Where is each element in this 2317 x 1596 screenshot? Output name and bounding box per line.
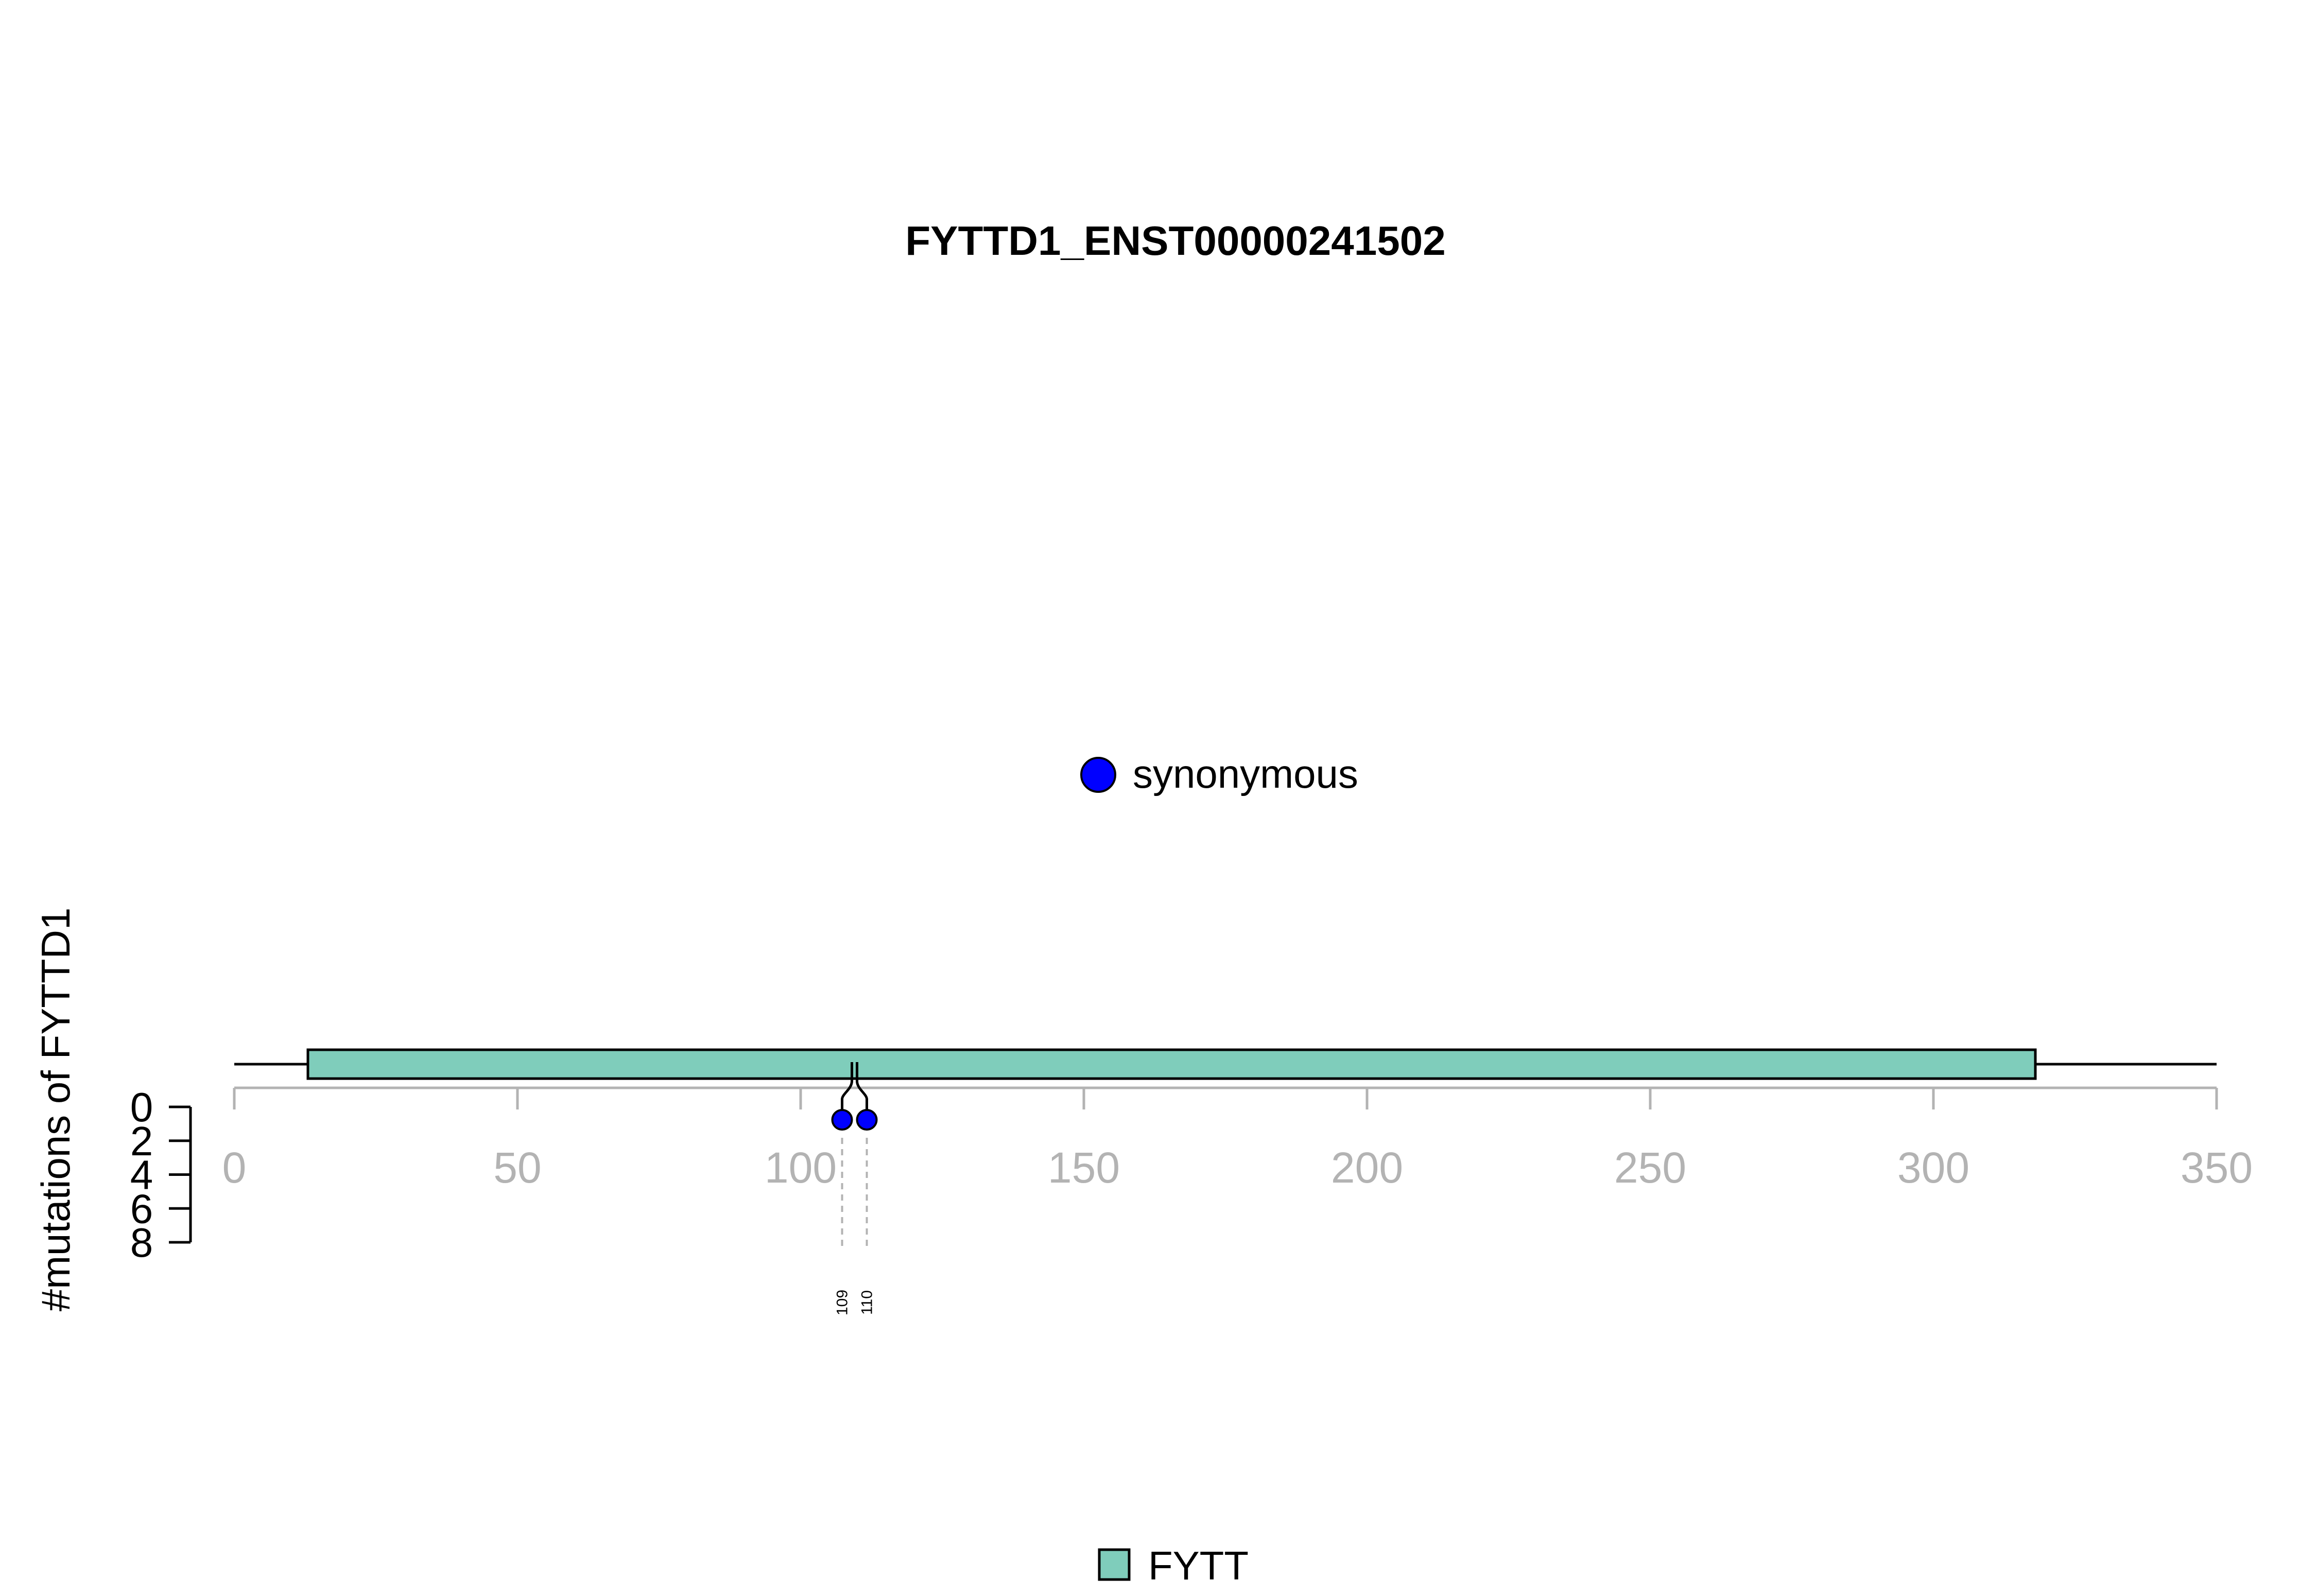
mutation-dot bbox=[831, 1109, 853, 1131]
mutation-layer: 109 110 bbox=[831, 1062, 878, 1315]
x-tick-label: 250 bbox=[1614, 1143, 1686, 1192]
mutation-legend-label: synonymous bbox=[1133, 751, 1358, 796]
domain-legend: FYTT bbox=[1098, 1543, 1249, 1588]
mutation-position-label: 109 bbox=[834, 1290, 851, 1315]
x-tick-label: 0 bbox=[222, 1143, 247, 1192]
y-tick-label: 0 bbox=[130, 1084, 153, 1130]
x-tick-label: 300 bbox=[1897, 1143, 1969, 1192]
y-tick-label: 4 bbox=[130, 1152, 153, 1198]
mutation-legend-marker bbox=[1080, 757, 1116, 793]
x-tick-label: 200 bbox=[1331, 1143, 1403, 1192]
domain-legend-swatch bbox=[1098, 1548, 1131, 1581]
mutation-legend: synonymous bbox=[1080, 751, 1358, 796]
y-tick-label: 2 bbox=[130, 1118, 153, 1164]
x-tick-label: 350 bbox=[2181, 1143, 2253, 1192]
domain-fytt bbox=[306, 1048, 2037, 1080]
mutation-stem bbox=[856, 1062, 868, 1120]
x-axis: 0 50 100 150 200 250 300 350 bbox=[222, 1086, 2253, 1192]
x-tick-label: 150 bbox=[1048, 1143, 1120, 1192]
y-tick-label: 6 bbox=[130, 1186, 153, 1231]
chart-title: FYTTD1_ENST00000241502 bbox=[905, 218, 1446, 264]
mutation-dot bbox=[856, 1109, 878, 1131]
y-axis-label: #mutations of FYTTD1 bbox=[33, 908, 78, 1312]
x-tick-label: 50 bbox=[493, 1143, 541, 1192]
mutation-stem bbox=[841, 1062, 853, 1120]
mutation-position-label: 110 bbox=[859, 1290, 876, 1315]
y-tick-label: 8 bbox=[130, 1220, 153, 1265]
domain-layer bbox=[306, 1048, 2037, 1080]
domain-legend-label: FYTT bbox=[1148, 1543, 1249, 1588]
x-tick-label: 100 bbox=[765, 1143, 837, 1192]
